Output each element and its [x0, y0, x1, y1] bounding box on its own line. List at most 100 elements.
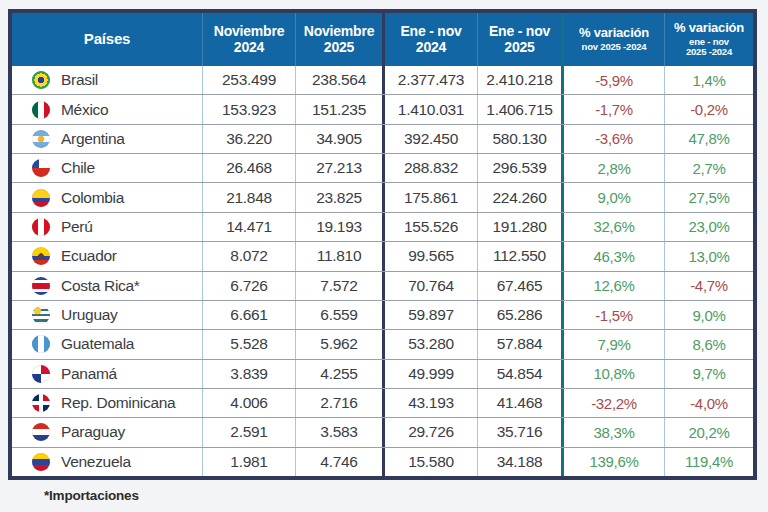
value-cell-ene-nov-2024: 43.193: [385, 389, 478, 417]
table-row: Uruguay 6.661 6.559 59.897 65.286 -1,5% …: [12, 301, 753, 330]
flag-venezuela-icon: [32, 453, 50, 471]
table-row: Rep. Dominicana 4.006 2.716 43.193 41.46…: [12, 389, 753, 418]
value: 21.848: [226, 189, 272, 207]
value: 70.764: [408, 277, 454, 295]
country-cell: Venezuela: [12, 448, 203, 476]
country-name: Panamá: [61, 365, 117, 383]
percent-value: -3,6%: [595, 130, 633, 147]
table-row: Chile 26.468 27.213 288.832 296.539 2,8%…: [12, 154, 753, 183]
value: 2.410.218: [486, 71, 552, 89]
value: 19.193: [316, 218, 362, 236]
flag-paraguay-icon: [32, 423, 50, 441]
column-header-variacion-ene-nov: % variación ene - nov 2025 -2024: [665, 13, 753, 66]
value: 6.726: [230, 277, 267, 295]
flag-uruguay-icon: [32, 306, 50, 324]
pct-cell-var-nov: 46,3%: [564, 242, 665, 270]
column-header-label: 2024: [416, 40, 446, 56]
value: 4.255: [320, 365, 357, 383]
pct-cell-var-ene-nov: 13,0%: [665, 242, 753, 270]
value-cell-ene-nov-2025: 112.550: [478, 242, 564, 270]
percent-value: 9,0%: [598, 189, 631, 206]
value-cell-ene-nov-2025: 65.286: [478, 301, 564, 329]
column-header-label: 2025: [504, 40, 534, 56]
percent-value: 2,8%: [598, 160, 631, 177]
country-cell: Paraguay: [12, 418, 203, 446]
value-cell-ene-nov-2024: 29.726: [385, 418, 478, 446]
countries-trade-table: Países Noviembre 2024 Noviembre 2025 Ene…: [8, 9, 757, 480]
value-cell-ene-nov-2025: 2.410.218: [478, 66, 564, 94]
country-cell: Rep. Dominicana: [12, 389, 203, 417]
value: 6.661: [230, 306, 267, 324]
flag-guatemala-icon: [32, 335, 50, 353]
value: 153.923: [222, 101, 276, 119]
footnote: *Importaciones: [44, 488, 139, 503]
pct-cell-var-ene-nov: 119,4%: [665, 448, 753, 476]
pct-cell-var-ene-nov: 2,7%: [665, 154, 753, 182]
value: 8.072: [230, 247, 267, 265]
value-cell-ene-nov-2025: 224.260: [478, 183, 564, 211]
value-cell-ene-nov-2024: 288.832: [385, 154, 478, 182]
value-cell-nov-2024: 2.591: [203, 418, 296, 446]
pct-cell-var-nov: -1,7%: [564, 95, 665, 123]
percent-value: 10,8%: [593, 365, 634, 382]
value: 7.572: [320, 277, 357, 295]
value: 27.213: [316, 159, 362, 177]
percent-value: 32,6%: [593, 218, 634, 235]
value-cell-nov-2024: 4.006: [203, 389, 296, 417]
percent-value: -1,5%: [595, 307, 633, 324]
value-cell-ene-nov-2025: 191.280: [478, 213, 564, 241]
value: 112.550: [493, 247, 546, 265]
value: 238.564: [312, 71, 366, 89]
value-cell-ene-nov-2025: 296.539: [478, 154, 564, 182]
table-row: Guatemala 5.528 5.962 53.280 57.884 7,9%…: [12, 330, 753, 359]
table-row: Brasil 253.499 238.564 2.377.473 2.410.2…: [12, 66, 753, 95]
value: 34.188: [497, 453, 543, 471]
value: 4.746: [320, 453, 357, 471]
pct-cell-var-nov: 10,8%: [564, 360, 665, 388]
country-name: Chile: [61, 159, 95, 177]
percent-value: 46,3%: [593, 248, 634, 265]
value: 35.716: [497, 423, 543, 441]
value-cell-nov-2025: 4.255: [296, 360, 385, 388]
percent-value: 9,0%: [693, 307, 726, 324]
percent-value: 139,6%: [589, 453, 638, 470]
percent-value: 119,4%: [685, 453, 733, 470]
country-cell: Colombia: [12, 183, 203, 211]
value: 1.406.715: [486, 101, 552, 119]
pct-cell-var-ene-nov: 9,7%: [665, 360, 753, 388]
value-cell-nov-2025: 23.825: [296, 183, 385, 211]
pct-cell-var-nov: -3,6%: [564, 125, 665, 153]
value-cell-nov-2024: 3.839: [203, 360, 296, 388]
pct-cell-var-ene-nov: -4,0%: [665, 389, 753, 417]
value-cell-nov-2024: 36.220: [203, 125, 296, 153]
value-cell-nov-2024: 8.072: [203, 242, 296, 270]
table-row: Perú 14.471 19.193 155.526 191.280 32,6%…: [12, 213, 753, 242]
table-row: Panamá 3.839 4.255 49.999 54.854 10,8% 9…: [12, 360, 753, 389]
value: 15.580: [408, 453, 454, 471]
pct-cell-var-nov: 2,8%: [564, 154, 665, 182]
value-cell-nov-2024: 21.848: [203, 183, 296, 211]
pct-cell-var-nov: -1,5%: [564, 301, 665, 329]
country-name: Venezuela: [61, 453, 131, 471]
pct-cell-var-nov: 139,6%: [564, 448, 665, 476]
country-name: Paraguay: [61, 423, 125, 441]
value: 151.235: [312, 101, 366, 119]
country-name: México: [61, 101, 108, 119]
value: 580.130: [493, 130, 547, 148]
percent-value: 13,0%: [688, 248, 729, 265]
value-cell-ene-nov-2024: 53.280: [385, 330, 478, 358]
value: 5.962: [320, 335, 357, 353]
value-cell-ene-nov-2024: 15.580: [385, 448, 478, 476]
pct-cell-var-nov: 9,0%: [564, 183, 665, 211]
value: 43.193: [408, 394, 454, 412]
value: 3.839: [230, 365, 267, 383]
column-header-label: Noviembre: [214, 24, 285, 40]
flag-dominicana-icon: [32, 394, 50, 412]
value-cell-ene-nov-2024: 49.999: [385, 360, 478, 388]
value-cell-nov-2024: 26.468: [203, 154, 296, 182]
value: 23.825: [316, 189, 362, 207]
flag-chile-icon: [32, 159, 50, 177]
table-row: Venezuela 1.981 4.746 15.580 34.188 139,…: [12, 448, 753, 476]
value-cell-ene-nov-2024: 175.861: [385, 183, 478, 211]
column-header-paises: Países: [12, 13, 203, 66]
